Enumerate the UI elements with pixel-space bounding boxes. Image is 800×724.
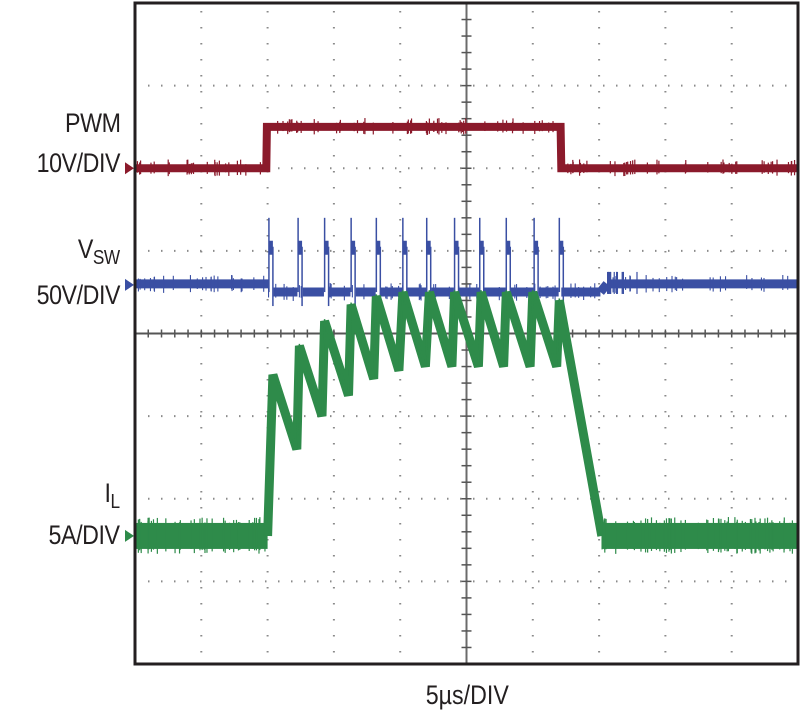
channel-marker-vsw-icon [125,278,134,291]
il-rise-edge [555,298,561,367]
traces [134,118,798,554]
il-rise-edge [502,290,508,367]
vsw-label-main: V [78,234,94,264]
vsw-shoulder [454,240,459,255]
vsw-shoulder [506,240,511,255]
il-label: IL [104,478,121,514]
pwm-trace [135,122,798,173]
il-rise-edge [321,319,326,417]
vsw-shoulder [298,240,303,255]
vsw-label: VSW [78,234,120,270]
plot-frame [133,1,800,666]
il-trace-baseline [135,522,268,549]
il-rise-edge [372,294,378,379]
il-rise-edge [296,343,301,450]
x-axis-label: 5µs/DIV [0,680,800,711]
channel-marker-pwm-icon [125,162,134,175]
vsw-label-sub: SW [93,247,120,269]
vsw-shoulder [268,240,273,255]
vsw-shoulder [426,240,431,255]
il-rise-edge [398,290,404,371]
vsw-scale-label: 50V/DIV [36,280,121,310]
il-rise-edge [529,290,534,367]
vsw-shoulder [376,240,381,255]
il-trace-tail [601,522,798,549]
il-rise-edge [451,290,456,367]
vsw-shoulder [351,240,356,255]
pwm-scale-label: 10V/DIV [36,148,121,178]
il-rise-edge [477,290,482,367]
il-scale-label: 5A/DIV [49,520,120,550]
x-axis-label-text: 5µs/DIV [425,680,510,710]
vsw-shoulder [534,240,539,255]
vsw-ring [596,281,611,295]
vsw-shoulder [324,240,329,255]
vsw-shoulder [479,240,484,255]
il-rise-edge [347,302,352,396]
il-label-main: I [104,478,111,508]
il-rise-edge [424,290,431,367]
vsw-shoulder [402,240,407,255]
channel-marker-il-icon [125,529,134,542]
il-label-sub: L [110,491,121,513]
vsw-shoulder [559,240,564,255]
pwm-label: PWM [64,108,121,138]
channel-markers [125,162,134,542]
